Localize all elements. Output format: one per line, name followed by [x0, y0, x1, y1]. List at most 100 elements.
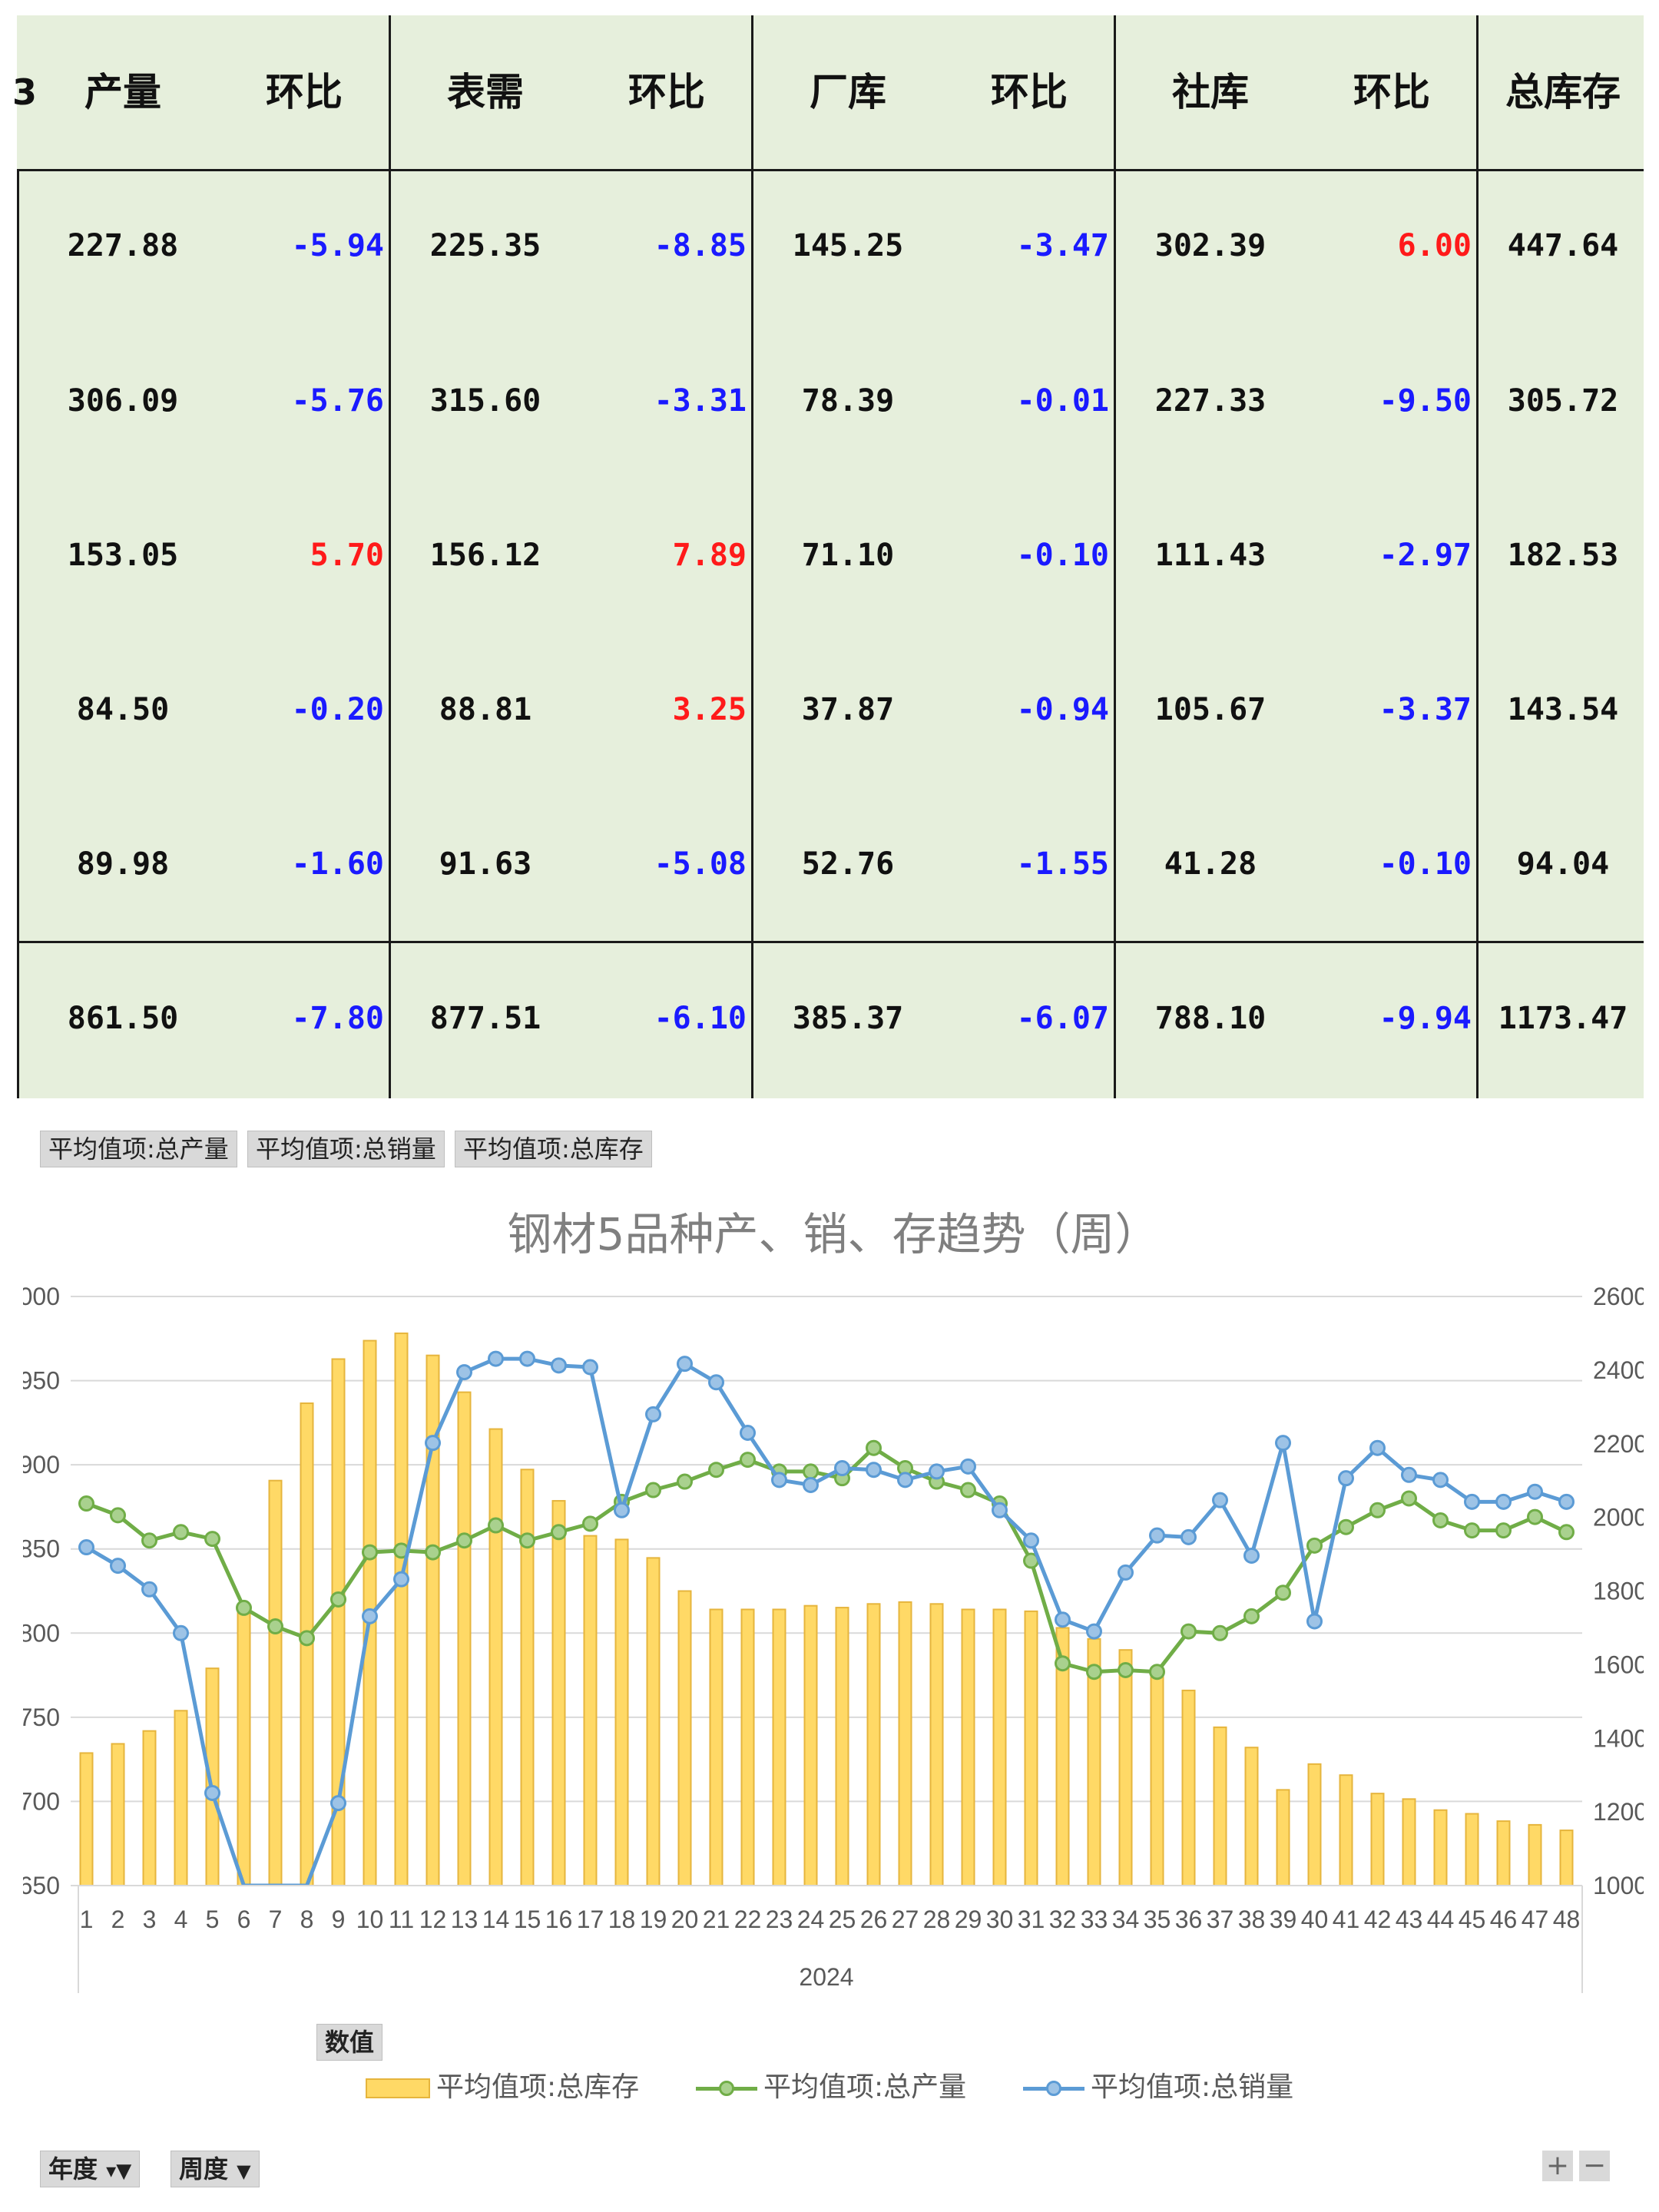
production-point: [1118, 1661, 1134, 1678]
cell-social-chg: -9.50: [1379, 383, 1472, 419]
collapse-button[interactable]: −: [1579, 2151, 1610, 2181]
header-plant-inventory: 厂库: [810, 70, 886, 114]
x-tick-label: 39: [1270, 1906, 1297, 1933]
x-tick-label: 11: [389, 1906, 414, 1933]
x-tick-label: 36: [1175, 1906, 1203, 1933]
inventory-bar: [1559, 1830, 1574, 1886]
cell-social-chg: -9.94: [1379, 1001, 1472, 1036]
sales-point: [110, 1558, 126, 1575]
inventory-bar: [174, 1710, 188, 1886]
x-tick-label: 21: [703, 1906, 730, 1933]
inventory-bar: [740, 1608, 755, 1886]
sales-point: [425, 1435, 441, 1452]
cell-demand: 315.60: [429, 383, 541, 419]
inventory-bar: [961, 1608, 975, 1886]
x-tick-label: 7: [269, 1906, 283, 1933]
expand-button[interactable]: +: [1542, 2151, 1573, 2181]
x-tick-label: 15: [514, 1906, 541, 1933]
data-field-button[interactable]: 数值: [316, 2024, 383, 2061]
production-point: [866, 1439, 882, 1456]
production-point: [582, 1515, 598, 1532]
legend-label-sales: 平均值项:总销量: [1091, 2071, 1294, 2103]
year-filter-button[interactable]: 年度 ▾▼: [40, 2151, 141, 2187]
production-point: [456, 1532, 472, 1549]
value-field-button-inventory[interactable]: 平均值项:总库存: [455, 1131, 652, 1167]
production-point: [1464, 1522, 1480, 1539]
sales-point: [141, 1581, 157, 1598]
sales-point: [1432, 1472, 1449, 1488]
inventory-bar: [237, 1604, 251, 1886]
inventory-bar: [488, 1428, 503, 1886]
y-right-tick-label: 1400: [1593, 1724, 1644, 1752]
cell-total: 143.54: [1507, 692, 1619, 727]
inventory-bar: [1307, 1763, 1322, 1887]
inventory-bar: [111, 1743, 125, 1886]
x-tick-label: 41: [1333, 1906, 1360, 1933]
inventory-bar: [1024, 1610, 1038, 1886]
y-left-tick-label: 1000: [23, 1283, 60, 1310]
x-tick-label: 12: [419, 1906, 447, 1933]
production-point: [708, 1462, 724, 1479]
week-filter-button[interactable]: 周度 ▼: [171, 2151, 260, 2187]
inventory-bar: [520, 1469, 535, 1886]
y-left-tick-label: 800: [23, 1619, 60, 1647]
value-field-button-production[interactable]: 平均值项:总产量: [40, 1131, 237, 1167]
sales-point: [1527, 1483, 1543, 1500]
column-divider: [389, 15, 391, 1098]
y-left-tick-label: 700: [23, 1787, 60, 1815]
x-tick-label: 24: [797, 1906, 825, 1933]
chart-plot: 650 700 750 800 850 900 950 1000 1000 1200 1400 160…: [23, 1283, 1644, 1993]
cell-prod-chg: -5.76: [291, 383, 384, 419]
cell-plant: 71.10: [801, 538, 895, 573]
production-point: [1243, 1608, 1260, 1624]
production-point: [1338, 1518, 1354, 1535]
cell-social-chg: -0.10: [1379, 846, 1472, 882]
x-tick-label: 4: [174, 1906, 188, 1933]
cell-total: 182.53: [1507, 538, 1619, 573]
y-right-tick-label: 2400: [1593, 1356, 1644, 1384]
cell-plant-chg: -6.07: [1016, 1001, 1109, 1036]
x-axis-label: 2024: [799, 1963, 853, 1991]
production-point: [1432, 1512, 1449, 1528]
inventory-bar: [1339, 1774, 1353, 1886]
sales-point: [866, 1462, 882, 1479]
x-tick-label: 22: [734, 1906, 762, 1933]
table-row: 153.05 5.70 156.12 7.89 71.10 -0.10 111.43 -2.9…: [17, 478, 1644, 632]
x-tick-label: 29: [955, 1906, 982, 1933]
production-point: [141, 1532, 157, 1549]
sales-point: [1181, 1528, 1197, 1545]
cell-social: 788.10: [1154, 1001, 1267, 1036]
clipped-header-fragment: 3: [12, 71, 38, 113]
sales-point: [1306, 1613, 1323, 1630]
sales-point: [614, 1502, 630, 1518]
total-row-divider: [17, 941, 1644, 943]
cell-plant: 52.76: [801, 846, 895, 882]
sales-point: [771, 1472, 787, 1488]
sales-point: [1243, 1547, 1260, 1564]
sales-point: [173, 1624, 189, 1641]
cell-social-chg: -3.37: [1379, 692, 1472, 727]
x-tick-label: 45: [1459, 1906, 1486, 1933]
y-left-tick-label: 900: [23, 1451, 60, 1479]
cell-plant: 37.87: [801, 692, 895, 727]
inventory-bar: [142, 1730, 157, 1886]
chart-title: 钢材5品种产、销、存趋势（周）: [507, 1208, 1160, 1260]
header-social-change: 环比: [1353, 70, 1430, 114]
x-tick-label: 27: [892, 1906, 919, 1933]
production-point: [1149, 1664, 1165, 1681]
pivot-chart[interactable]: 平均值项:总产量 平均值项:总销量 平均值项:总库存 钢材5品种产、销、存趋势（…: [23, 1106, 1644, 2204]
x-tick-label: 48: [1553, 1906, 1581, 1933]
table-header-row: 3 产量 环比 表需 环比 厂库 环比 社库 环比 总库存: [12, 15, 1644, 171]
year-filter-label: 年度: [48, 2154, 98, 2184]
production-point: [1181, 1623, 1197, 1640]
production-point: [204, 1531, 220, 1548]
inventory-bar: [929, 1603, 944, 1886]
production-point: [78, 1495, 94, 1512]
legend-label-production: 平均值项:总产量: [763, 2071, 967, 2103]
inventory-bar: [394, 1332, 409, 1886]
value-field-button-sales[interactable]: 平均值项:总销量: [247, 1131, 445, 1167]
x-tick-label: 42: [1364, 1906, 1392, 1933]
x-tick-label: 31: [1018, 1906, 1045, 1933]
cell-prod-chg: -7.80: [291, 1001, 384, 1036]
production-point: [267, 1618, 283, 1635]
